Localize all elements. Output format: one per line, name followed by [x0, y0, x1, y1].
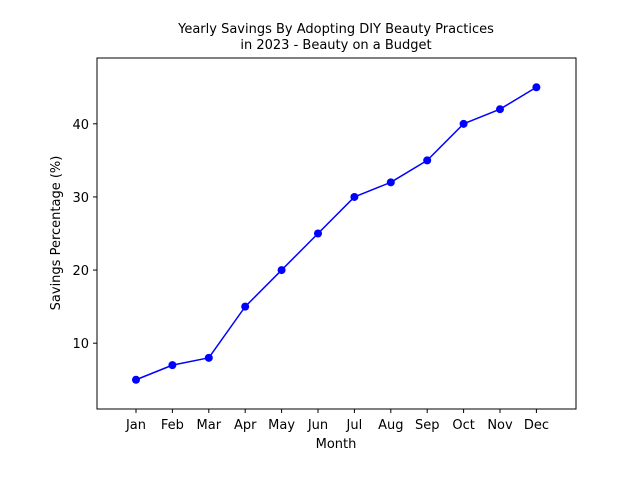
x-tick-label: Jun	[307, 418, 328, 433]
data-point	[532, 83, 541, 92]
data-point	[423, 156, 432, 165]
data-point	[386, 178, 395, 187]
x-tick-label: Apr	[234, 418, 257, 433]
y-tick-label: 20	[72, 264, 89, 279]
data-point	[204, 353, 213, 362]
y-axis-label: Savings Percentage (%)	[49, 156, 64, 311]
x-tick-label: Oct	[452, 418, 474, 433]
y-tick-label: 30	[72, 191, 89, 206]
series-line	[135, 86, 537, 381]
data-point	[496, 105, 504, 114]
data-point	[277, 266, 286, 275]
x-tick-label: Dec	[524, 418, 549, 433]
y-tick-label: 40	[72, 118, 89, 133]
data-point	[168, 361, 177, 370]
x-tick-label: Aug	[378, 418, 403, 433]
x-tick-label: Feb	[161, 418, 184, 433]
data-point	[241, 302, 250, 311]
x-tick-label: Jul	[346, 418, 363, 433]
y-tick-label: 10	[72, 337, 89, 352]
x-axis-label: Month	[316, 437, 357, 452]
data-point	[132, 375, 140, 384]
chart-title-line-2: in 2023 - Beauty on a Budget	[240, 38, 431, 53]
x-tick-label: Nov	[487, 418, 513, 433]
data-point	[459, 119, 468, 128]
plot-area: Jan Feb Mar Apr May Jun Jul Aug Sep Oct Nov Dec 10 20…	[72, 57, 577, 433]
data-point	[314, 229, 322, 238]
data-point	[350, 192, 359, 201]
x-tick-label: Sep	[415, 418, 440, 433]
x-tick-label: May	[268, 418, 295, 433]
axes-frame	[96, 57, 577, 410]
x-tick-label: Mar	[197, 418, 222, 433]
x-tick-label: Jan	[125, 418, 146, 433]
chart-title-line-1: Yearly Savings By Adopting DIY Beauty Pr…	[177, 22, 494, 37]
